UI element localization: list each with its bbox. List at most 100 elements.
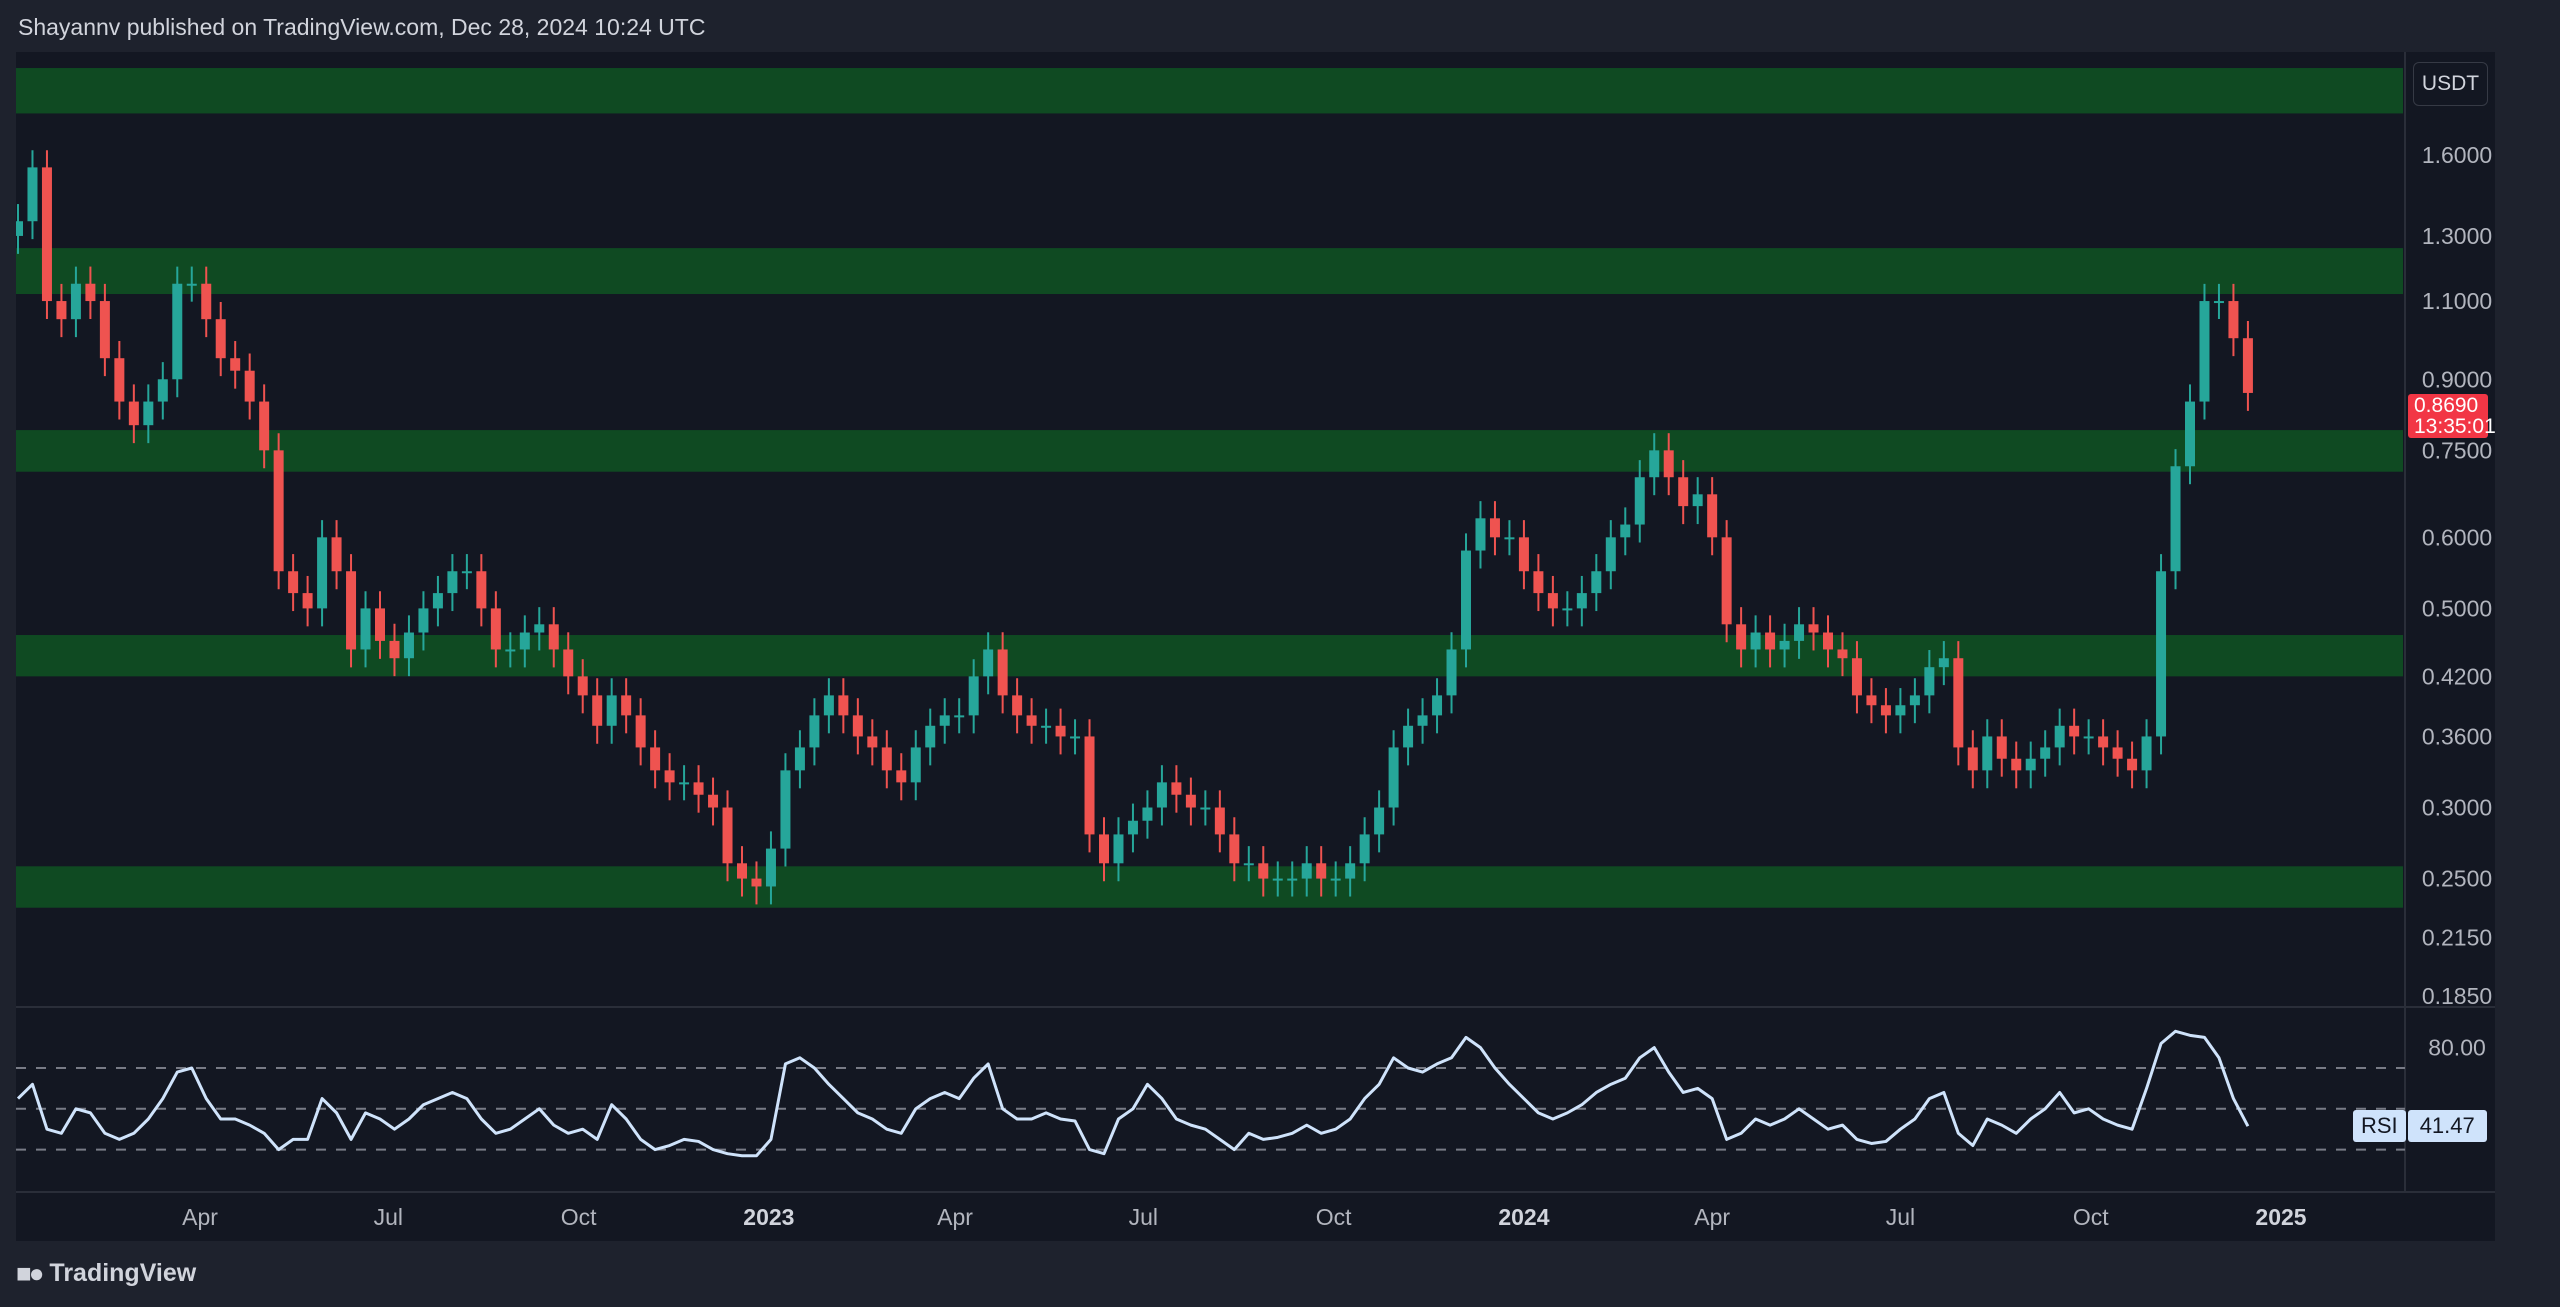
candle-body	[1576, 593, 1587, 609]
candle	[1823, 615, 1833, 668]
candle	[1200, 790, 1211, 826]
candle-body	[867, 736, 878, 748]
zone-band	[16, 430, 2403, 472]
candle-body	[1229, 834, 1240, 864]
candle-body	[1750, 632, 1761, 650]
candle-body	[461, 571, 472, 574]
candle-body	[99, 301, 110, 359]
candle	[2185, 384, 2195, 485]
candle	[519, 615, 530, 668]
candle-body	[519, 632, 530, 650]
footer-brand[interactable]: ■● TradingView	[16, 1258, 196, 1289]
candle-body	[563, 649, 574, 677]
candle-body	[664, 770, 675, 783]
candle	[1996, 719, 2007, 777]
price-tick-label: 0.5000	[2422, 595, 2492, 621]
candle	[1156, 765, 1167, 826]
price-tick-label: 1.6000	[2422, 142, 2492, 168]
candle-body	[1070, 736, 1081, 739]
candle-body	[1721, 537, 1732, 625]
candle-body	[1895, 705, 1906, 716]
price-tick-label: 0.2150	[2422, 924, 2492, 950]
candle-body	[1851, 658, 1862, 696]
candle-body	[215, 319, 226, 359]
time-tick-label: Jul	[1129, 1204, 1158, 1230]
candle	[1243, 846, 1254, 882]
rsi-tick-label: 80.00	[2428, 1035, 2486, 1061]
candle-body	[534, 624, 545, 633]
candle-body	[360, 608, 371, 650]
candle	[1403, 708, 1414, 766]
candle	[1359, 817, 1370, 882]
candle	[1880, 688, 1891, 734]
candle	[1388, 730, 1399, 826]
candle-body	[2040, 747, 2051, 759]
candle-body	[1055, 725, 1066, 737]
candle	[2156, 554, 2167, 755]
candle	[606, 678, 617, 744]
candle-body	[1214, 807, 1225, 835]
candle	[1229, 817, 1240, 882]
candle	[1432, 678, 1443, 734]
candle-body	[1171, 782, 1182, 795]
candle-body	[1736, 624, 1747, 650]
candle-body	[317, 537, 328, 609]
candle	[1026, 698, 1037, 744]
candle	[1547, 575, 1558, 627]
candle	[2040, 730, 2051, 777]
candle	[722, 790, 733, 882]
candle-body	[1417, 715, 1428, 726]
candle	[56, 283, 67, 338]
candle	[403, 615, 414, 677]
candle-body	[1084, 736, 1095, 835]
candle-body	[2141, 736, 2152, 771]
candle	[1127, 803, 1138, 853]
candle	[534, 607, 545, 651]
candle	[635, 698, 646, 766]
candle	[230, 341, 241, 389]
candle-body	[765, 848, 776, 887]
currency-button[interactable]: USDT	[2413, 62, 2488, 106]
candle-body	[794, 747, 805, 771]
candle-body	[606, 695, 617, 726]
candle	[1446, 632, 1457, 714]
candle	[765, 831, 776, 905]
candle	[302, 575, 313, 627]
candle	[1142, 790, 1153, 839]
candle-body	[1504, 537, 1515, 540]
candle	[2199, 283, 2210, 420]
candle	[2127, 741, 2138, 789]
candle-body	[1953, 658, 1964, 748]
candle	[1113, 817, 1124, 882]
candle-body	[1388, 747, 1399, 808]
time-tick-label: Apr	[937, 1204, 973, 1230]
candle-body	[1243, 863, 1254, 866]
rsi-value-tag: RSI 41.47	[2353, 1110, 2487, 1142]
candle-body	[1533, 571, 1544, 594]
candle	[1692, 477, 1703, 525]
time-tick-label: Apr	[182, 1204, 218, 1230]
candle	[1070, 719, 1081, 755]
chart-canvas[interactable]: 1.6000 1.3000 1.1000 0.9000 0.7500 0.6000 0.50…	[16, 52, 2495, 1241]
candle	[896, 753, 907, 801]
candle-body	[1475, 518, 1486, 551]
candle-body	[403, 632, 414, 659]
candle-body	[1823, 632, 1833, 650]
time-tick-label: Jul	[374, 1204, 403, 1230]
candle	[1417, 698, 1428, 744]
candle	[548, 607, 559, 668]
candle-body	[476, 571, 487, 609]
candle-body	[1808, 624, 1819, 633]
candle	[997, 632, 1008, 714]
candle-body	[230, 358, 241, 371]
candle-body	[621, 695, 632, 716]
chart-frame[interactable]: 1.6000 1.3000 1.1000 0.9000 0.7500 0.6000 0.50…	[16, 52, 2495, 1241]
candle-body	[896, 770, 907, 783]
candle-body	[186, 283, 197, 286]
zone-band	[16, 68, 2403, 114]
candle-body	[70, 283, 81, 320]
candle	[418, 591, 429, 651]
candle	[737, 846, 747, 897]
candle-body	[1591, 571, 1602, 594]
candle-body	[1967, 747, 1978, 771]
